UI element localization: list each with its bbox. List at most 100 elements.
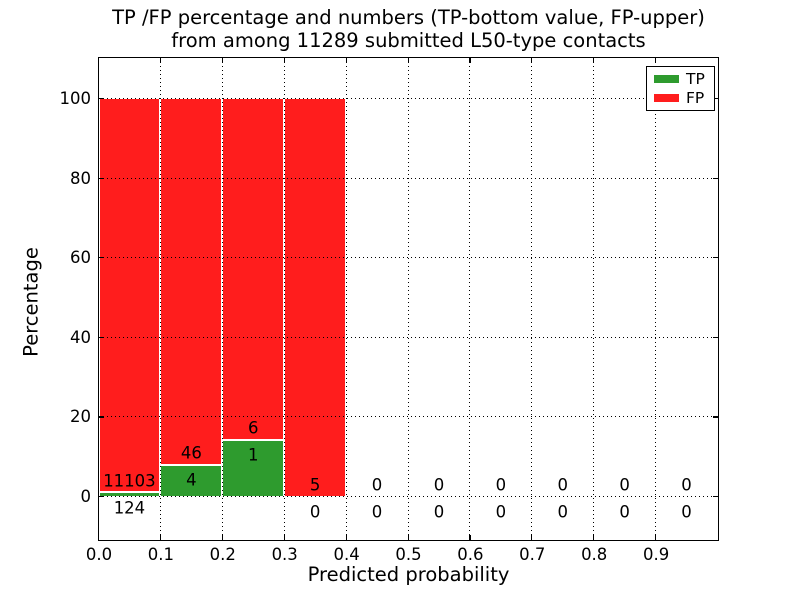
x-tick-mark bbox=[407, 534, 409, 540]
vertical-gridline bbox=[655, 57, 657, 540]
fp-legend-swatch bbox=[654, 93, 679, 102]
fp-count-label: 0 bbox=[495, 475, 507, 495]
horizontal-gridline bbox=[98, 177, 718, 179]
fp-count-label: 0 bbox=[619, 475, 630, 495]
x-tick-mark-top bbox=[655, 57, 657, 63]
x-tick-label: 0.9 bbox=[642, 545, 670, 564]
legend-row: TP bbox=[654, 71, 707, 87]
tp-count-label: 0 bbox=[309, 502, 321, 522]
fp-bar bbox=[98, 98, 161, 493]
x-tick-label: 0.3 bbox=[271, 545, 298, 564]
x-tick-mark bbox=[221, 534, 223, 540]
vertical-gridline bbox=[531, 57, 533, 540]
x-tick-mark-top bbox=[593, 57, 595, 63]
tp-count-label: 1 bbox=[248, 445, 259, 465]
y-tick-mark bbox=[98, 97, 104, 100]
fp-bar bbox=[284, 98, 347, 497]
x-tick-mark bbox=[98, 534, 100, 540]
y-tick-label: 60 bbox=[70, 248, 91, 268]
tp-legend-label: TP bbox=[686, 70, 705, 89]
x-tick-mark bbox=[531, 534, 533, 540]
fp-legend-label: FP bbox=[686, 88, 705, 107]
x-tick-mark bbox=[593, 534, 595, 540]
y-tick-mark-right bbox=[712, 336, 718, 338]
x-axis-label: Predicted probability bbox=[307, 563, 510, 586]
y-tick-label: 40 bbox=[70, 327, 91, 347]
y-tick-mark-right bbox=[712, 257, 718, 259]
y-tick-label: 80 bbox=[70, 168, 91, 188]
y-tick-mark bbox=[98, 177, 104, 179]
y-tick-mark bbox=[98, 416, 104, 418]
chart-title-line-1: TP /FP percentage and numbers (TP-bottom… bbox=[112, 6, 705, 29]
tp-count-label: 0 bbox=[681, 502, 692, 522]
legend-row: FP bbox=[654, 90, 707, 106]
fp-count-label: 0 bbox=[371, 475, 383, 495]
vertical-gridline bbox=[345, 57, 347, 540]
chart-title: TP /FP percentage and numbers (TP-bottom… bbox=[99, 6, 718, 52]
y-tick-mark bbox=[98, 336, 104, 338]
vertical-gridline bbox=[407, 57, 409, 540]
x-tick-label: 0.0 bbox=[85, 545, 113, 564]
y-tick-mark bbox=[98, 257, 104, 259]
x-tick-label: 0.4 bbox=[333, 545, 360, 564]
fp-count-label: 0 bbox=[433, 475, 445, 495]
x-tick-label: 0.6 bbox=[457, 545, 484, 564]
x-tick-mark-top bbox=[98, 57, 100, 63]
y-tick-mark-right bbox=[712, 97, 718, 100]
tp-legend-swatch bbox=[654, 75, 679, 84]
x-tick-mark-top bbox=[469, 57, 471, 63]
y-tick-mark bbox=[98, 496, 104, 498]
fp-count-label: 5 bbox=[309, 475, 321, 495]
legend: TP FP bbox=[646, 66, 715, 111]
y-tick-label: 20 bbox=[70, 407, 91, 427]
x-tick-mark bbox=[655, 534, 657, 540]
x-tick-mark-top bbox=[221, 57, 223, 63]
fp-count-label: 6 bbox=[248, 418, 259, 438]
x-tick-mark-top bbox=[407, 57, 409, 63]
x-tick-mark-top bbox=[531, 57, 533, 63]
x-tick-mark-top bbox=[345, 57, 347, 63]
horizontal-gridline bbox=[98, 416, 718, 418]
tp-count-label: 0 bbox=[371, 502, 383, 522]
horizontal-gridline bbox=[98, 336, 718, 338]
tp-count-label: 0 bbox=[557, 502, 569, 522]
tp-count-label: 0 bbox=[619, 502, 630, 522]
horizontal-gridline bbox=[98, 257, 718, 259]
y-tick-mark-right bbox=[712, 177, 718, 179]
y-tick-label: 0 bbox=[80, 487, 92, 506]
x-tick-label: 0.7 bbox=[519, 545, 546, 564]
horizontal-gridline bbox=[98, 97, 718, 99]
fp-count-label: 0 bbox=[557, 475, 569, 495]
fp-count-label: 0 bbox=[681, 475, 692, 495]
x-tick-label: 0.5 bbox=[395, 545, 422, 564]
x-tick-mark bbox=[159, 534, 162, 540]
vertical-gridline bbox=[221, 57, 223, 540]
x-tick-mark-top bbox=[159, 57, 162, 63]
tp-count-label: 124 bbox=[113, 498, 146, 518]
vertical-gridline bbox=[469, 57, 471, 540]
x-tick-label: 0.8 bbox=[581, 545, 608, 564]
plot-area: 11103 124 46 4 6 1 5 0 0 0 0 0 0 0 0 0 0 0 0 0 bbox=[97, 56, 719, 541]
chart-title-line-2: from among 11289 submitted L50-type cont… bbox=[171, 29, 646, 52]
x-tick-mark bbox=[283, 534, 285, 540]
y-tick-mark-right bbox=[712, 416, 718, 418]
fp-bar bbox=[222, 98, 285, 440]
x-tick-mark bbox=[469, 534, 471, 540]
fp-count-label: 46 bbox=[180, 443, 202, 463]
tp-count-label: 0 bbox=[495, 502, 507, 522]
fp-count-label: 11103 bbox=[103, 471, 156, 491]
y-tick-mark-right bbox=[712, 496, 718, 498]
vertical-gridline bbox=[159, 57, 161, 540]
vertical-gridline bbox=[283, 57, 285, 540]
y-tick-label: 100 bbox=[59, 88, 92, 108]
x-tick-label: 0.1 bbox=[147, 545, 175, 564]
horizontal-gridline bbox=[98, 496, 718, 497]
fp-bar bbox=[160, 98, 223, 465]
x-tick-mark-top bbox=[283, 57, 285, 63]
x-tick-mark bbox=[345, 534, 347, 540]
vertical-gridline bbox=[593, 57, 595, 540]
x-tick-label: 0.2 bbox=[209, 545, 236, 564]
tp-count-label: 0 bbox=[433, 502, 445, 522]
vertical-gridline bbox=[98, 57, 99, 540]
